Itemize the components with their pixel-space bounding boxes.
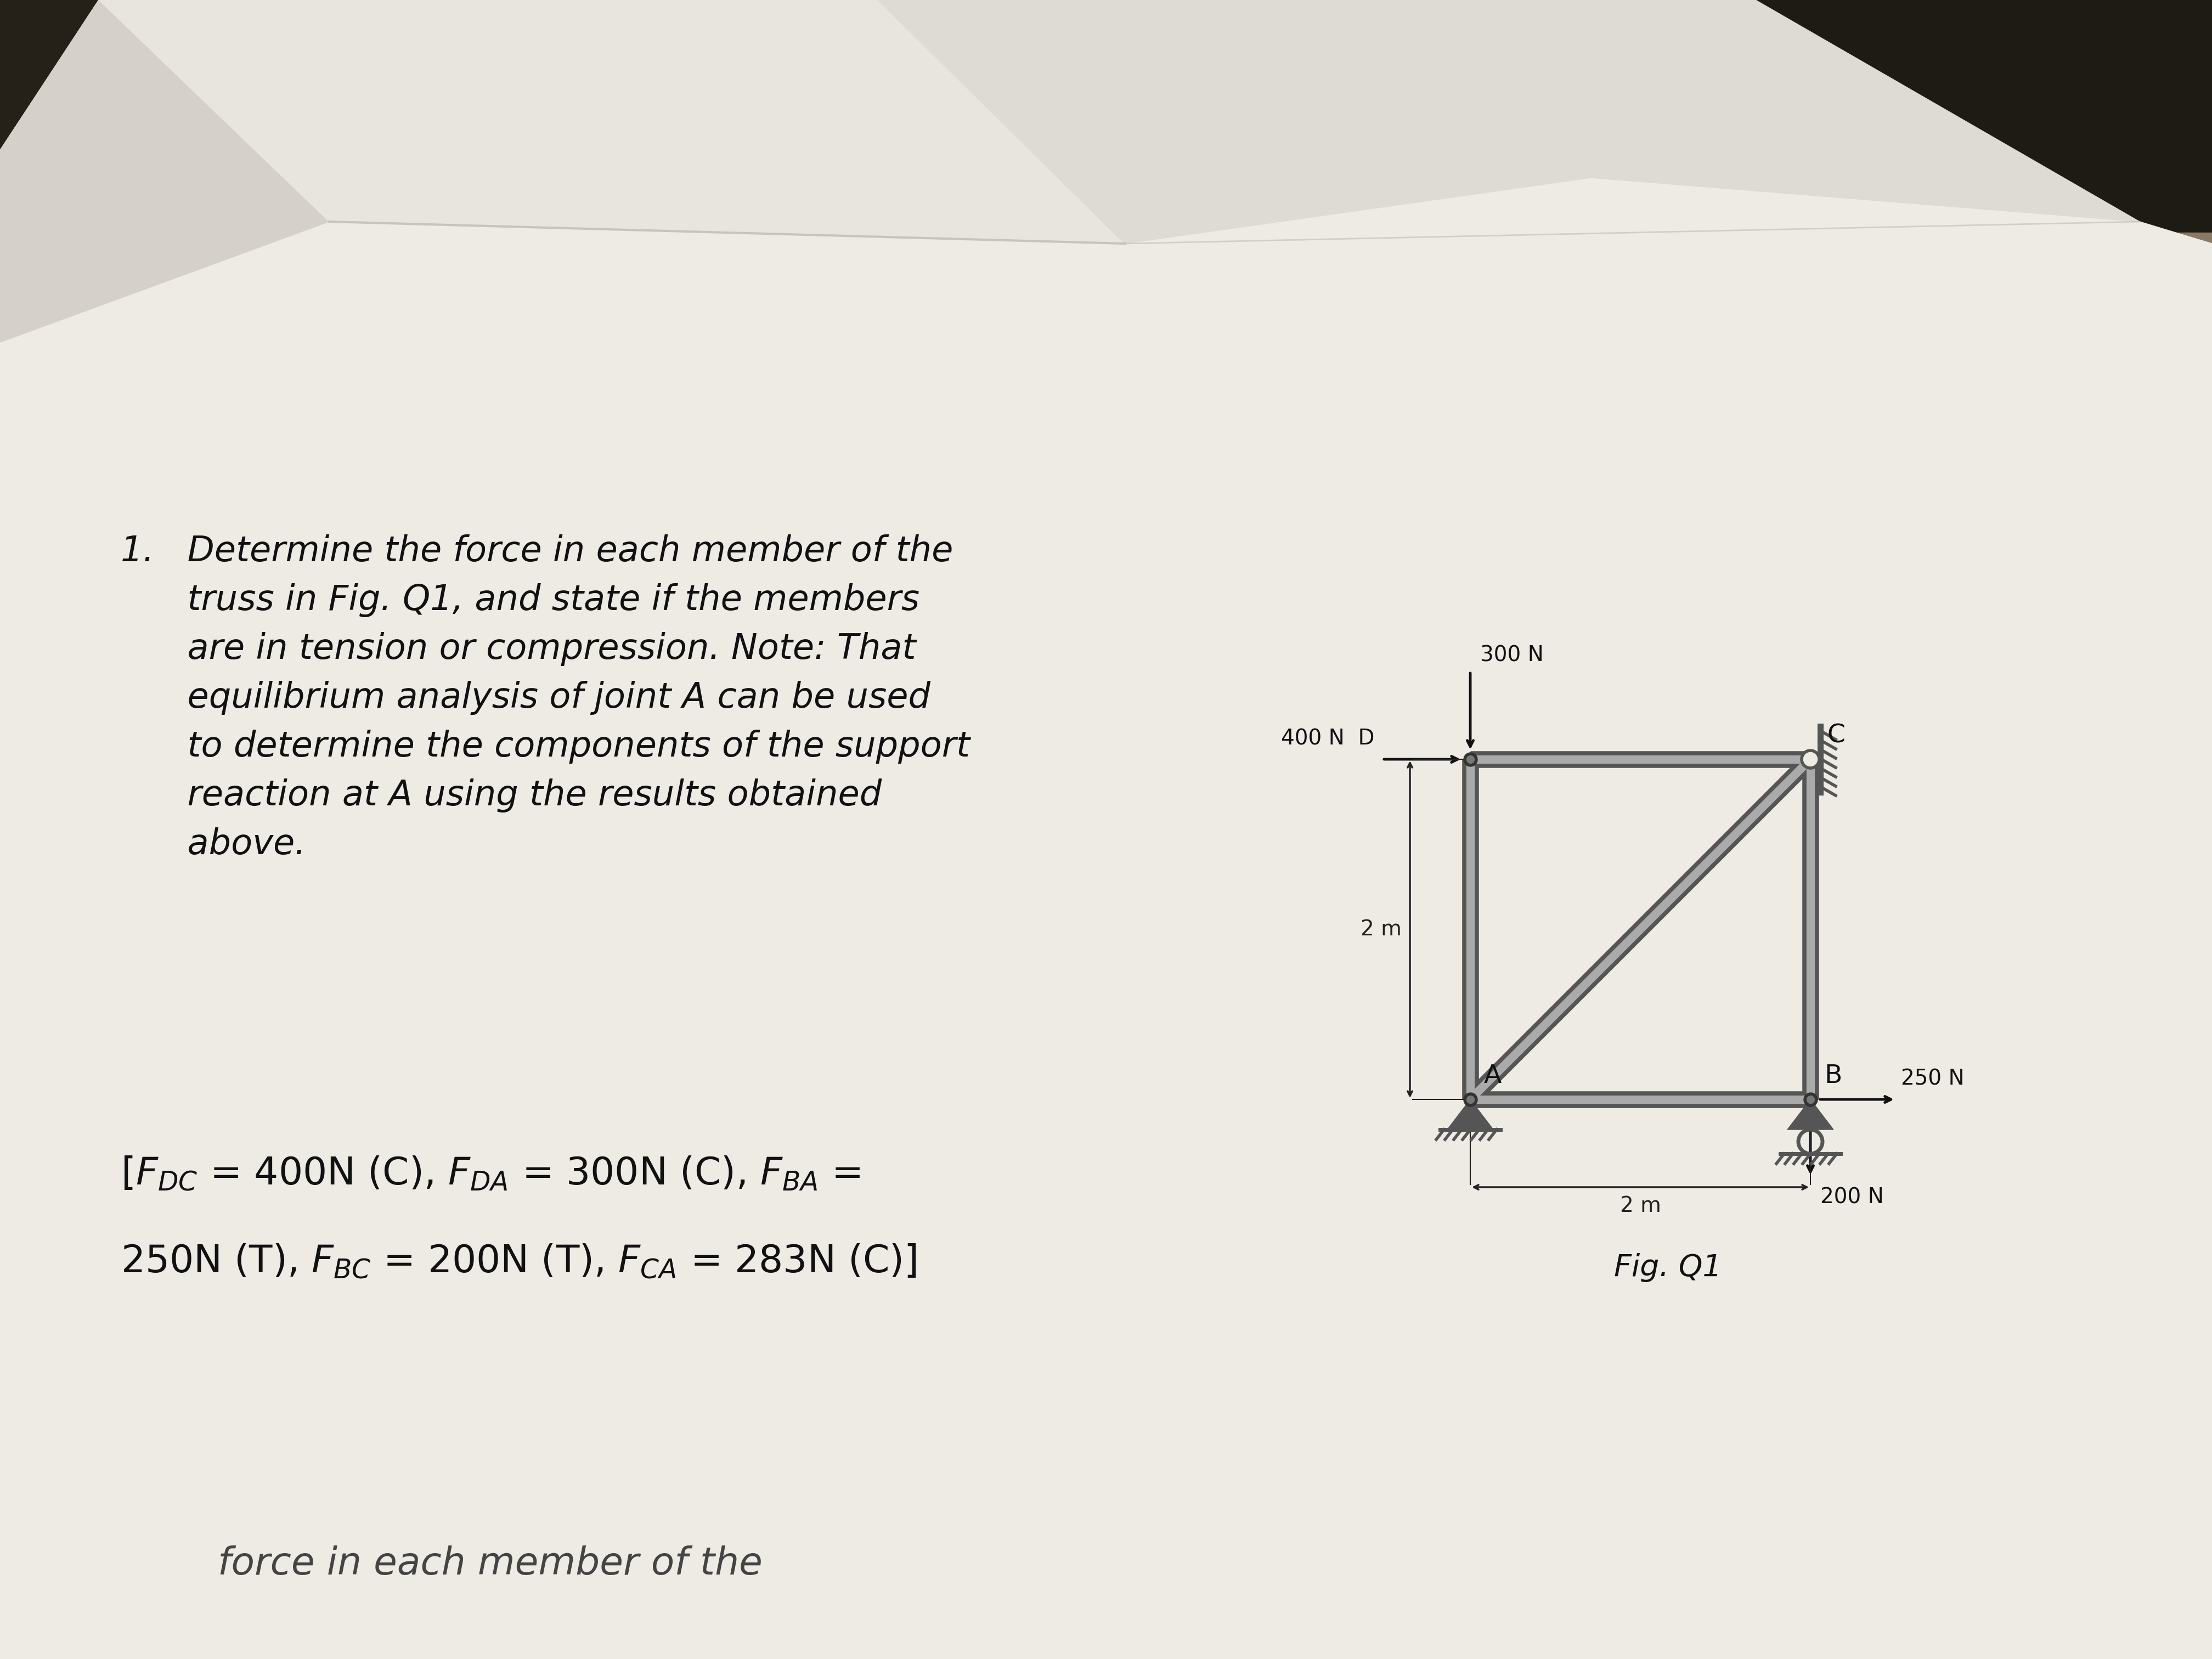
Text: $[F_{DC}$ = 400N (C), $F_{DA}$ = 300N (C), $F_{BA}$ =: $[F_{DC}$ = 400N (C), $F_{DA}$ = 300N (C…	[122, 1155, 860, 1191]
Text: 400 N  D: 400 N D	[1281, 728, 1374, 750]
Text: 2 m: 2 m	[1360, 919, 1402, 939]
Circle shape	[1801, 750, 1818, 768]
Polygon shape	[100, 0, 1124, 244]
Polygon shape	[0, 0, 330, 342]
Polygon shape	[1447, 1100, 1493, 1130]
Text: 1.   Determine the force in each member of the
      truss in Fig. Q1, and state: 1. Determine the force in each member of…	[122, 534, 969, 861]
Text: 250N (T), $F_{BC}$ = 200N (T), $F_{CA}$ = 283N (C)]: 250N (T), $F_{BC}$ = 200N (T), $F_{CA}$ …	[122, 1243, 916, 1279]
Text: 250 N: 250 N	[1900, 1068, 1964, 1090]
Text: 300 N: 300 N	[1480, 645, 1544, 665]
Text: Fig. Q1: Fig. Q1	[1615, 1253, 1721, 1282]
Polygon shape	[878, 0, 2139, 244]
Text: A: A	[1484, 1063, 1502, 1088]
Text: force in each member of the: force in each member of the	[122, 1546, 763, 1583]
Text: B: B	[1825, 1063, 1843, 1088]
Text: C: C	[1827, 723, 1845, 748]
Polygon shape	[0, 260, 2212, 1659]
Polygon shape	[1427, 0, 2212, 315]
Bar	[0, 232, 2212, 1659]
Text: 200 N: 200 N	[1820, 1188, 1885, 1208]
Polygon shape	[1787, 1100, 1834, 1130]
Bar	[0, 0, 2212, 260]
Text: 2 m: 2 m	[1619, 1196, 1661, 1216]
